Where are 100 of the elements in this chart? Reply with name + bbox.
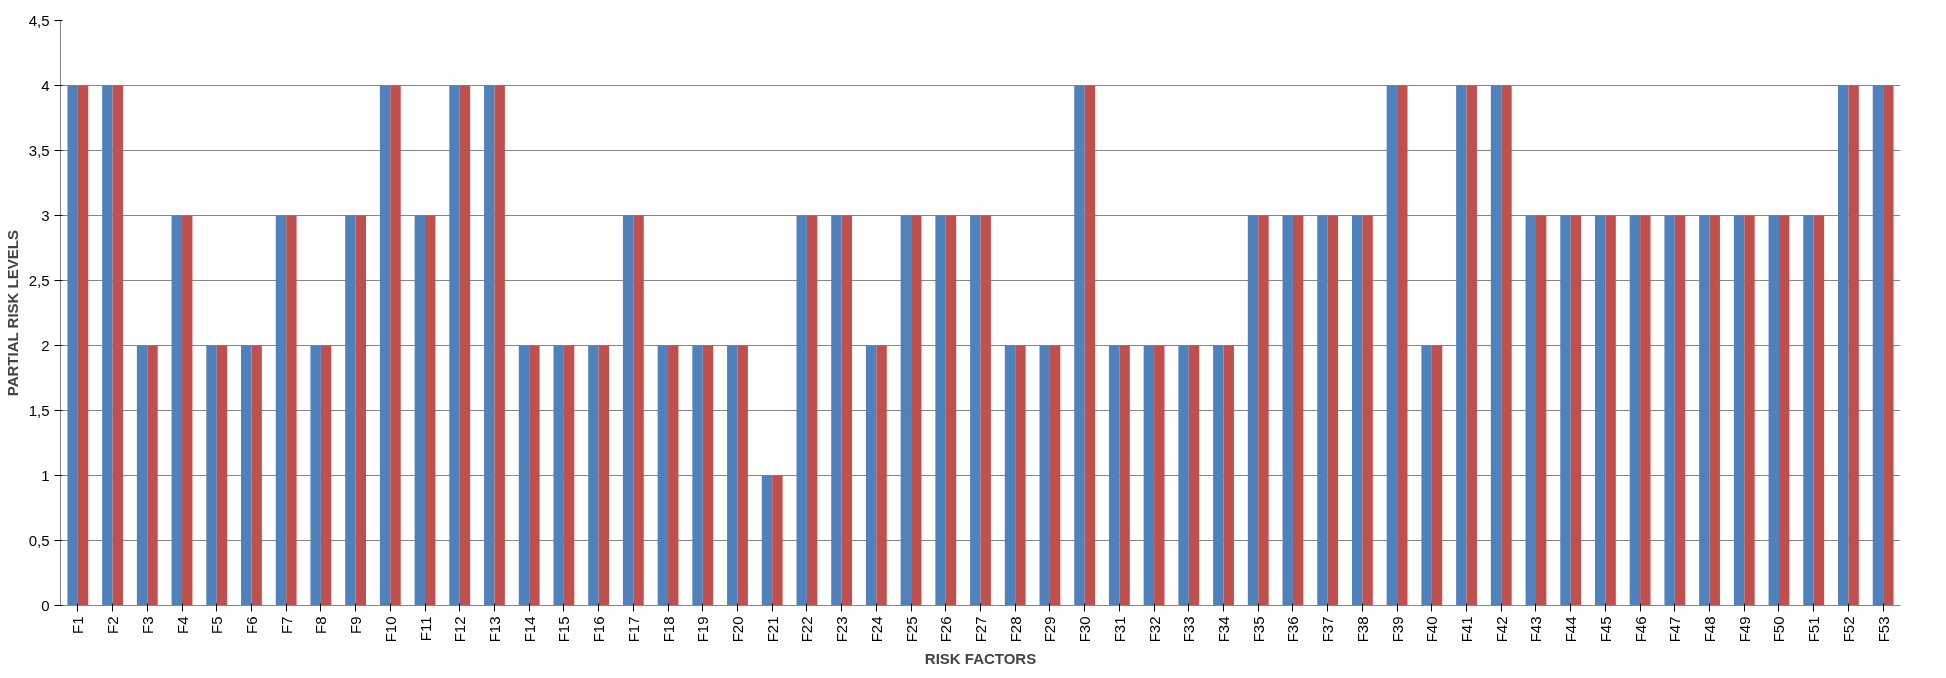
- x-tick-label: F44: [1562, 616, 1580, 643]
- bar: [865, 345, 877, 606]
- bar: [727, 345, 738, 606]
- bar: [1640, 215, 1651, 606]
- x-tick-label: F42: [1492, 616, 1510, 643]
- bar: [1431, 345, 1443, 606]
- x-tick-label: F22: [798, 616, 816, 643]
- bar: [310, 345, 321, 606]
- bar: [553, 345, 564, 606]
- bar: [1466, 85, 1477, 606]
- bar: [1154, 345, 1165, 606]
- bar: [206, 345, 217, 606]
- bar: [806, 215, 818, 606]
- x-tick-label: F36: [1284, 616, 1302, 643]
- bar: [1327, 215, 1339, 606]
- x-tick-label: F30: [1076, 616, 1094, 643]
- x-tick-label: F7: [277, 616, 295, 634]
- bar: [1039, 345, 1050, 606]
- x-tick-label: F23: [833, 616, 851, 643]
- bar: [1838, 85, 1849, 606]
- x-tick-label: F27: [972, 616, 989, 643]
- bar: [286, 215, 297, 606]
- x-tick-label: F43: [1527, 616, 1545, 643]
- y-tick-label: 2,5: [28, 271, 50, 289]
- bar: [1049, 345, 1061, 606]
- bar: [1560, 215, 1571, 606]
- x-tick-label: F37: [1319, 616, 1337, 643]
- x-tick-label: F2: [104, 616, 122, 634]
- bar: [1143, 345, 1155, 606]
- bar: [355, 215, 367, 606]
- x-tick-label: F32: [1145, 616, 1163, 643]
- bar: [876, 345, 887, 606]
- bar: [1535, 215, 1547, 606]
- x-tick-label: F29: [1041, 616, 1059, 643]
- bar: [1108, 345, 1120, 606]
- x-tick-label: F13: [485, 616, 503, 643]
- bar: [900, 215, 912, 606]
- x-tick-label: F53: [1874, 616, 1892, 643]
- bar: [1664, 215, 1675, 606]
- bar: [147, 345, 158, 606]
- bar: [692, 345, 703, 606]
- bar: [970, 215, 981, 606]
- bar: [796, 215, 807, 606]
- x-tick-label: F33: [1180, 616, 1198, 643]
- bar: [831, 215, 842, 606]
- bar: [1768, 215, 1779, 606]
- bar: [1872, 85, 1884, 606]
- x-tick-label: F35: [1249, 616, 1267, 643]
- x-tick-label: F52: [1839, 616, 1857, 643]
- bar: [945, 215, 957, 606]
- bar: [1709, 215, 1720, 606]
- bar: [1178, 345, 1189, 606]
- bar: [935, 215, 946, 606]
- bar: [459, 85, 471, 606]
- bar: [171, 215, 183, 606]
- bar: [1501, 85, 1512, 606]
- bar: [1351, 215, 1363, 606]
- bar: [1258, 215, 1269, 606]
- x-tick-label: F31: [1110, 616, 1128, 643]
- x-tick-label: F41: [1458, 616, 1476, 643]
- bar: [518, 345, 530, 606]
- bar: [1386, 85, 1398, 606]
- bar: [1674, 215, 1686, 606]
- bar: [1119, 345, 1130, 606]
- bar: [345, 215, 356, 606]
- y-tick-label: 2: [41, 336, 50, 354]
- x-tick-label: F14: [520, 616, 538, 643]
- x-tick-label: F46: [1631, 616, 1649, 643]
- bar: [216, 345, 228, 606]
- x-tick-label: F18: [659, 616, 677, 643]
- bar: [761, 475, 773, 606]
- bar: [1883, 85, 1894, 606]
- bar: [1744, 215, 1755, 606]
- bar: [1004, 345, 1016, 606]
- bar: [449, 85, 460, 606]
- bar: [1525, 215, 1536, 606]
- bar: [657, 345, 669, 606]
- y-tick-label: 0,5: [28, 531, 50, 549]
- x-tick-label: F40: [1423, 616, 1441, 643]
- bar: [414, 215, 426, 606]
- bar: [1699, 215, 1710, 606]
- bar: [1629, 215, 1641, 606]
- y-tick-label: 3: [41, 206, 50, 224]
- x-tick-label: F6: [242, 616, 260, 634]
- bar: [1074, 85, 1085, 606]
- x-tick-label: F49: [1735, 616, 1753, 643]
- bar: [77, 85, 89, 606]
- bar: [1282, 215, 1293, 606]
- bar: [633, 215, 644, 606]
- bar: [588, 345, 599, 606]
- x-tick-label: F20: [728, 616, 746, 643]
- bar: [251, 345, 262, 606]
- bar: [1803, 215, 1814, 606]
- x-tick-label: F39: [1388, 616, 1406, 643]
- bar: [668, 345, 679, 606]
- bar: [1015, 345, 1026, 606]
- bar: [1778, 215, 1790, 606]
- bar: [1421, 345, 1432, 606]
- x-tick-label: F10: [381, 616, 399, 643]
- bar: [275, 215, 287, 606]
